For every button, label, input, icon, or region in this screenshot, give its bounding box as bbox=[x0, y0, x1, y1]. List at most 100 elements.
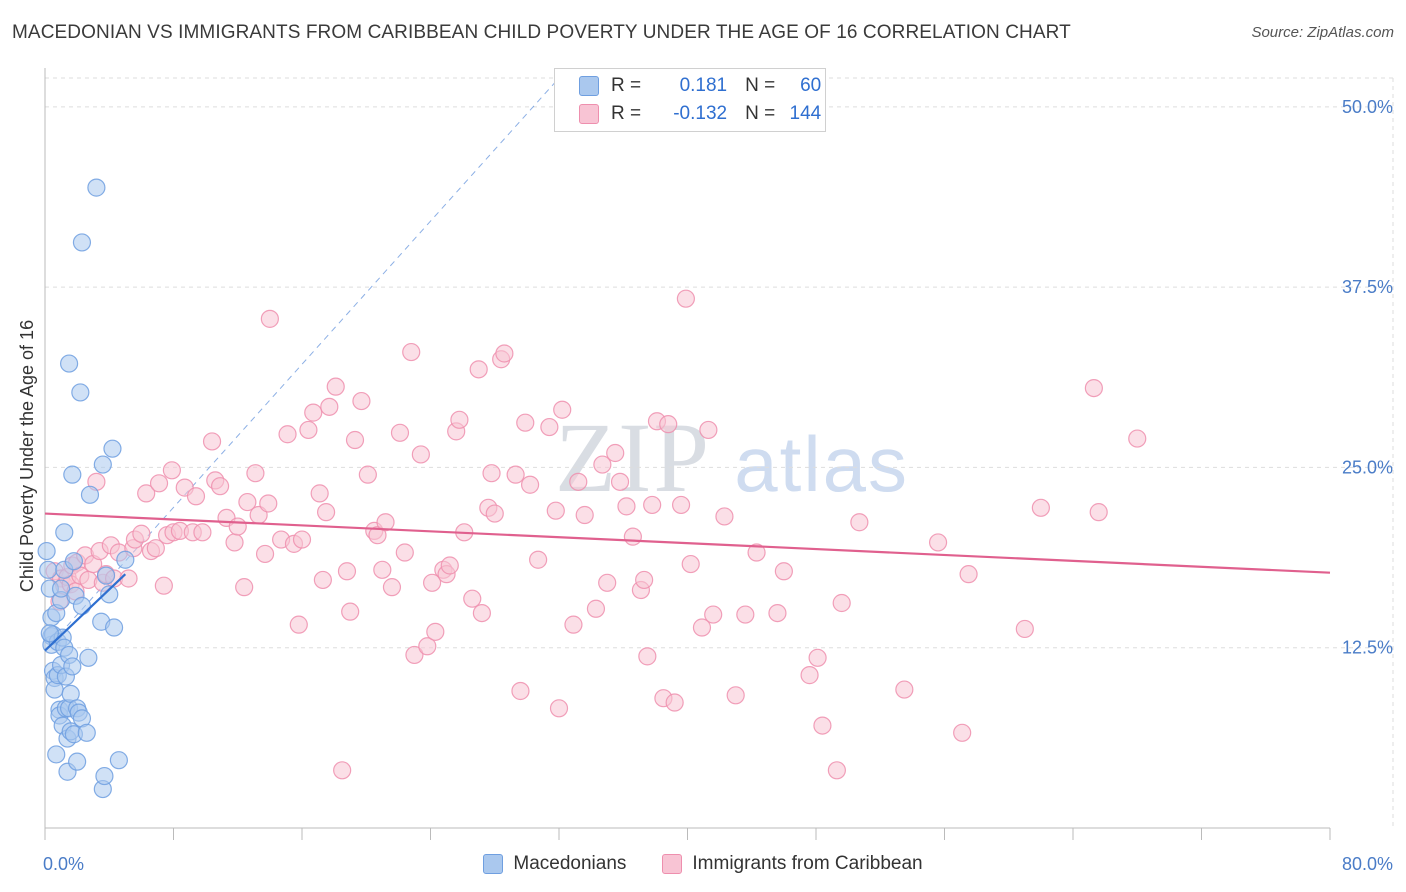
data-point-caribbean bbox=[337, 562, 357, 581]
data-point-caribbean bbox=[162, 461, 181, 480]
trend-lines-dashed bbox=[44, 77, 560, 651]
data-point-macedonian bbox=[59, 354, 79, 373]
data-point-caribbean bbox=[235, 578, 254, 597]
data-point-caribbean bbox=[676, 289, 695, 308]
data-point-caribbean bbox=[895, 680, 914, 699]
data-point-caribbean bbox=[715, 507, 734, 526]
data-point-caribbean bbox=[193, 523, 212, 542]
data-point-macedonian bbox=[93, 455, 112, 474]
data-point-caribbean bbox=[352, 391, 371, 411]
data-point-caribbean bbox=[210, 477, 230, 496]
data-point-caribbean bbox=[1089, 503, 1108, 522]
data-point-caribbean bbox=[747, 543, 766, 562]
data-point-caribbean bbox=[635, 570, 654, 590]
data-point-caribbean bbox=[390, 423, 410, 442]
legend-r-label: R = bbox=[611, 75, 642, 96]
data-point-caribbean bbox=[506, 465, 525, 484]
data-point-macedonian bbox=[104, 618, 124, 637]
y-axis-label: Child Poverty Under the Age of 16 bbox=[17, 320, 37, 592]
data-point-caribbean bbox=[516, 413, 535, 432]
data-point-caribbean bbox=[768, 603, 787, 623]
data-point-caribbean bbox=[832, 593, 851, 613]
data-point-caribbean bbox=[472, 603, 491, 623]
data-point-macedonian bbox=[37, 541, 56, 561]
legend-swatch-pink bbox=[579, 104, 599, 124]
chart-title: MACEDONIAN VS IMMIGRANTS FROM CARIBBEAN … bbox=[12, 22, 1071, 43]
data-point-macedonian bbox=[96, 566, 116, 585]
data-point-caribbean bbox=[260, 309, 279, 328]
data-point-macedonian bbox=[55, 523, 74, 542]
legend-row-caribbean: R = -0.132 N = 144 bbox=[579, 101, 821, 127]
data-point-caribbean bbox=[358, 465, 377, 484]
x-tick-label: 0.0% bbox=[43, 854, 84, 874]
data-point-caribbean bbox=[659, 415, 678, 434]
legend-n-label: N = bbox=[745, 103, 776, 124]
data-point-caribbean bbox=[469, 360, 488, 379]
data-point-caribbean bbox=[411, 445, 430, 464]
bottom-legend-swatch-pink bbox=[662, 854, 683, 874]
data-point-caribbean bbox=[368, 526, 387, 545]
trend-line-caribbean-solid bbox=[44, 512, 1331, 574]
data-point-caribbean bbox=[575, 505, 594, 525]
data-point-caribbean bbox=[304, 403, 323, 422]
data-point-caribbean bbox=[704, 605, 723, 624]
data-point-macedonian bbox=[63, 657, 82, 676]
data-point-caribbean bbox=[643, 495, 662, 515]
data-point-caribbean bbox=[154, 576, 173, 595]
data-point-macedonian bbox=[68, 752, 87, 771]
points-macedonians bbox=[37, 178, 135, 799]
data-point-macedonian bbox=[63, 465, 82, 484]
bottom-legend-label: Macedonians bbox=[513, 853, 627, 874]
data-point-caribbean bbox=[382, 578, 402, 597]
source-label: Source: ZipAtlas.com bbox=[1251, 24, 1394, 41]
bottom-legend-macedonians: Macedonians bbox=[483, 853, 626, 875]
data-point-caribbean bbox=[610, 472, 630, 491]
legend-n-label: N = bbox=[745, 75, 776, 96]
data-point-caribbean bbox=[405, 645, 424, 665]
data-point-caribbean bbox=[423, 573, 442, 592]
data-point-macedonian bbox=[109, 751, 128, 770]
trend-lines-solid bbox=[44, 512, 1331, 652]
data-point-caribbean bbox=[402, 342, 421, 362]
data-point-macedonian bbox=[39, 560, 58, 579]
trend-line-macedonians-dashed bbox=[44, 77, 560, 651]
y-tick-label: 37.5% bbox=[1342, 277, 1393, 297]
data-point-macedonian bbox=[79, 648, 98, 667]
data-point-caribbean bbox=[202, 432, 222, 451]
data-point-caribbean bbox=[326, 377, 345, 396]
data-point-caribbean bbox=[299, 420, 318, 440]
data-point-caribbean bbox=[119, 569, 138, 588]
data-point-caribbean bbox=[665, 693, 684, 712]
data-point-macedonian bbox=[80, 485, 100, 504]
data-point-caribbean bbox=[813, 716, 832, 735]
axes bbox=[44, 68, 1331, 840]
data-point-caribbean bbox=[671, 495, 691, 515]
data-point-caribbean bbox=[827, 761, 846, 780]
data-point-caribbean bbox=[598, 573, 617, 592]
data-point-caribbean bbox=[736, 605, 755, 624]
data-point-caribbean bbox=[225, 533, 244, 552]
legend-n-value: 60 bbox=[800, 75, 822, 96]
data-point-macedonian bbox=[100, 585, 119, 604]
data-point-caribbean bbox=[808, 648, 827, 667]
data-point-caribbean bbox=[959, 565, 978, 584]
data-point-caribbean bbox=[546, 501, 565, 520]
data-point-caribbean bbox=[1031, 498, 1050, 517]
trend-line-macedonians-solid bbox=[44, 573, 127, 652]
data-point-macedonian bbox=[95, 766, 114, 786]
data-point-caribbean bbox=[341, 602, 360, 621]
data-point-caribbean bbox=[1128, 429, 1147, 448]
data-point-caribbean bbox=[586, 599, 606, 618]
data-point-caribbean bbox=[246, 464, 265, 483]
data-point-caribbean bbox=[1084, 378, 1103, 398]
data-point-caribbean bbox=[320, 397, 339, 416]
data-point-macedonian bbox=[71, 383, 90, 402]
legend-swatch-blue bbox=[579, 76, 599, 96]
data-point-caribbean bbox=[440, 556, 459, 575]
bottom-legend-label: Immigrants from Caribbean bbox=[692, 853, 923, 874]
data-point-caribbean bbox=[463, 589, 482, 608]
data-point-caribbean bbox=[333, 761, 352, 780]
data-point-caribbean bbox=[132, 524, 151, 543]
data-point-caribbean bbox=[485, 504, 504, 523]
